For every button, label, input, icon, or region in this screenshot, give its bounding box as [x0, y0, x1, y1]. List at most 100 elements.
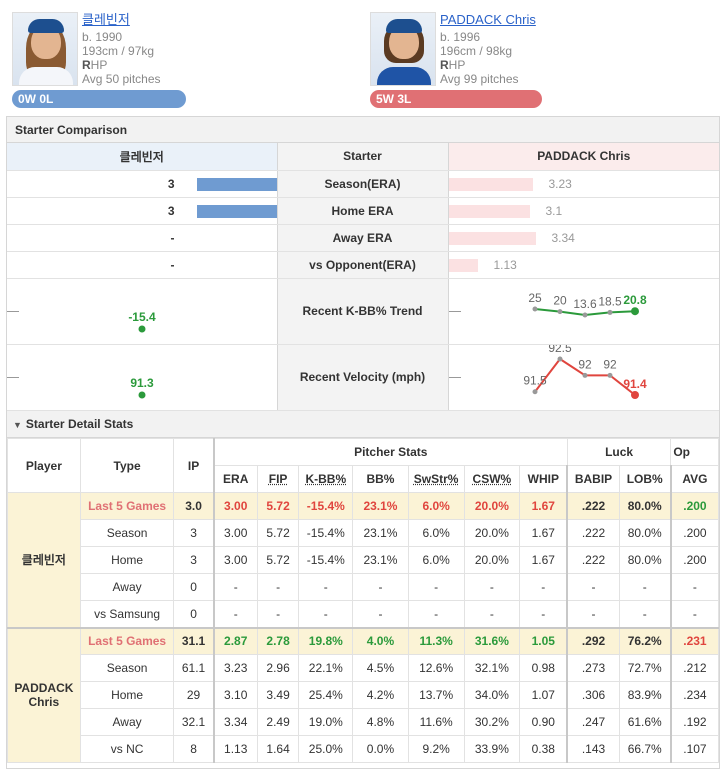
col-era[interactable]: ERA — [213, 465, 258, 493]
stat-cell: .222 — [566, 519, 620, 547]
stat-cell: 61.6% — [618, 708, 672, 736]
stat-cell: 30.2% — [463, 708, 521, 736]
row-type: Away — [79, 573, 175, 601]
stats-row: Away 32.1 3.34 2.49 19.0% 4.8% 11.6% 30.2% 0.90.… — [8, 708, 719, 736]
stat-cell: .234 — [670, 681, 719, 709]
trend-left-value: -15.4 — [128, 310, 156, 324]
trend-right-point — [532, 306, 537, 311]
player-size: 196cm / 98kg — [440, 44, 513, 58]
row-type: vs NC — [79, 735, 175, 763]
stat-cell: 33.9% — [463, 735, 521, 763]
stat-cell: 1.67 — [519, 519, 569, 547]
col-csw-[interactable]: CSW% — [463, 465, 521, 493]
right-value: 1.13 — [493, 257, 517, 272]
stat-cell: 19.0% — [298, 708, 354, 736]
trend-right-label: 91.5 — [523, 373, 547, 387]
header-left-player: 클레빈저 — [7, 143, 277, 171]
trend-left-point — [138, 325, 146, 332]
comparison-left-cell: 3 — [7, 197, 277, 225]
stat-cell: .222 — [566, 492, 620, 520]
col-lob-[interactable]: LOB% — [618, 465, 672, 493]
stat-cell: 1.05 — [519, 626, 569, 655]
comparison-right-cell: 1.13 — [448, 251, 719, 279]
record-bar-right: 5W 3L — [370, 90, 542, 108]
stat-cell: - — [519, 600, 569, 628]
stat-cell: - — [256, 573, 300, 601]
left-value: - — [170, 257, 175, 272]
detail-section-toggle[interactable]: ▼ Starter Detail Stats — [7, 411, 719, 438]
stat-cell: 4.8% — [352, 708, 409, 736]
right-bar — [448, 258, 478, 272]
trend-right-point — [630, 390, 639, 399]
stats-row: PADDACK Chris Last 5 Games 31.1 2.87 2.78 19.… — [7, 626, 719, 763]
col-player: Player — [7, 438, 81, 493]
col-type: Type — [79, 438, 175, 493]
stat-cell: 20.0% — [463, 492, 521, 520]
left-bar — [196, 204, 277, 218]
player-hand: RHP — [440, 58, 466, 72]
stat-cell: - — [566, 600, 620, 628]
trend-right-chart: 25 20 13.6 18.5 20.8 — [528, 291, 647, 317]
comparison-right-cell: 3.1 — [448, 197, 719, 225]
stat-cell: 20.0% — [463, 546, 521, 574]
stat-cell: 6.0% — [407, 546, 465, 574]
comparison-label: vs Opponent(ERA) — [276, 251, 449, 279]
stat-cell: 5.72 — [256, 546, 300, 574]
stat-cell: - — [519, 573, 569, 601]
group-pitcher-stats: Pitcher Stats — [213, 438, 568, 466]
player-info-left: 클레빈저 b. 1990 193cm / 97kg RHP Avg 50 pit… — [82, 12, 161, 86]
stats-row: vs Samsung 0- - - - - - - - - - — [8, 600, 719, 628]
stat-cell: 13.7% — [407, 681, 465, 709]
stat-cell: 0.38 — [519, 735, 569, 763]
player-photo-right[interactable] — [370, 12, 436, 86]
player-card-right: PADDACK Chris b. 1996 196cm / 98kg RHP A… — [370, 12, 542, 108]
stats-row: Season 3 3.00 5.72 -15.4% 23.1% 6.0% 20.0% 1.67.… — [8, 519, 719, 547]
trend-left-cell: -15.4 — [7, 278, 277, 345]
comparison-row: 3 Home ERA 3.1 — [7, 197, 719, 225]
left-value: - — [170, 230, 175, 245]
trend-right-label: 20.8 — [623, 293, 647, 307]
row-ip: 31.1 — [173, 626, 215, 655]
stats-row: vs NC 8 1.13 1.64 25.0% 0.0% 9.2% 33.9% 0.38.143… — [8, 735, 719, 763]
trend-right-label: 92 — [578, 357, 592, 371]
trend-right-point — [607, 309, 612, 315]
trend-right-label: 92.5 — [548, 345, 572, 355]
stat-cell: 83.9% — [618, 681, 672, 709]
stat-cell: -15.4% — [298, 519, 354, 547]
player-name-link[interactable]: 클레빈저 — [82, 12, 130, 27]
trend-right-cell: 91.5 92.5 92 92 91.4 — [448, 344, 719, 411]
stat-cell: 0.98 — [519, 654, 569, 682]
stat-cell: 0.0% — [352, 735, 409, 763]
col-avg[interactable]: AVG — [670, 465, 719, 493]
right-value: 3.1 — [545, 203, 563, 218]
row-ip: 3.0 — [173, 492, 215, 520]
stat-cell: .200 — [670, 492, 719, 520]
header-starter: Starter — [276, 143, 449, 171]
stat-cell: 4.5% — [352, 654, 409, 682]
stat-cell: 4.0% — [352, 626, 409, 655]
row-type: Away — [79, 708, 175, 736]
col-babip[interactable]: BABIP — [566, 465, 620, 493]
player-name-link[interactable]: PADDACK Chris — [440, 12, 536, 27]
stat-cell: - — [670, 573, 719, 601]
comparison-row: 3 Season(ERA) 3.23 — [7, 170, 719, 198]
stat-cell: 3.10 — [213, 681, 258, 709]
stat-cell: - — [566, 573, 620, 601]
trend-right-point — [607, 372, 612, 378]
col-bb-[interactable]: BB% — [352, 465, 409, 493]
col-fip[interactable]: FIP — [256, 465, 300, 493]
trend-row-kbb: -15.4 Recent K-BB% Trend 25 20 13.6 18.5 20.… — [7, 278, 719, 345]
comparison-left-cell: - — [7, 224, 277, 252]
col-swstr-[interactable]: SwStr% — [407, 465, 465, 493]
stat-cell: 1.67 — [519, 546, 569, 574]
stat-cell: 23.1% — [352, 546, 409, 574]
col-whip[interactable]: WHIP — [519, 465, 569, 493]
left-value: 3 — [167, 176, 175, 191]
stat-cell: 0.90 — [519, 708, 569, 736]
stat-cell: .143 — [566, 735, 620, 763]
stat-cell: .247 — [566, 708, 620, 736]
col-k-bb-[interactable]: K-BB% — [298, 465, 354, 493]
group-luck: Luck — [566, 438, 672, 466]
player-photo-left[interactable] — [12, 12, 78, 86]
stats-row: Home 29 3.10 3.49 25.4% 4.2% 13.7% 34.0% 1.07.30… — [8, 681, 719, 709]
